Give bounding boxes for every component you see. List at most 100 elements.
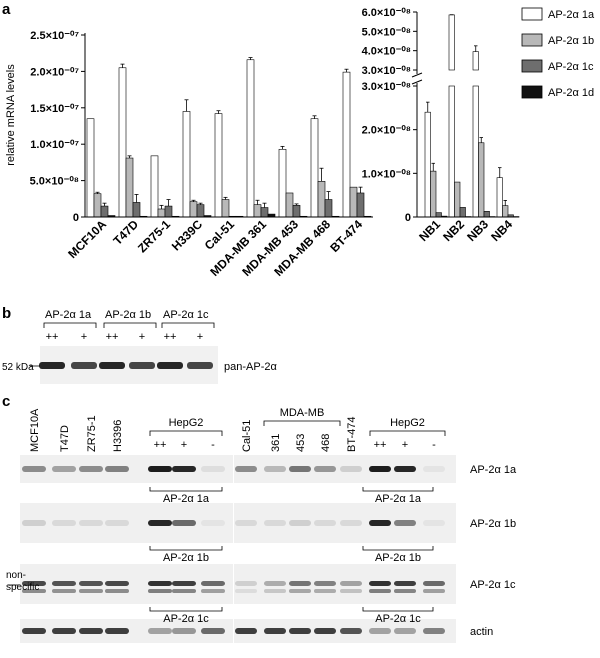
protein-band xyxy=(340,581,362,586)
y-axis-label: relative mRNA levels xyxy=(5,64,17,166)
axis-break-mark xyxy=(411,72,423,78)
sublabel: AP-2α 1c xyxy=(163,613,209,625)
bar xyxy=(292,205,301,218)
bar xyxy=(502,205,509,218)
sublabel: AP-2α 1b xyxy=(375,552,421,564)
protein-band xyxy=(99,362,125,369)
protein-band xyxy=(314,589,336,593)
protein-band xyxy=(52,466,76,472)
bar xyxy=(196,204,205,218)
bar xyxy=(285,192,294,218)
lane-label: + xyxy=(197,331,203,343)
mda-group-label: MDA-MB xyxy=(280,407,325,419)
lane-label: + xyxy=(139,331,145,343)
bar xyxy=(246,59,255,218)
protein-band xyxy=(264,589,286,593)
lane-label: ++ xyxy=(106,331,119,343)
protein-band xyxy=(289,466,311,472)
protein-band xyxy=(235,628,257,634)
x-tick-label: ZR75-1 xyxy=(135,217,173,255)
hepg2-bracket xyxy=(149,430,223,436)
sublabel: AP-2α 1a xyxy=(163,493,210,505)
row-label: actin xyxy=(470,626,493,638)
bars xyxy=(86,57,372,218)
protein-band xyxy=(369,581,391,586)
protein-band xyxy=(264,628,286,634)
bar xyxy=(125,157,134,218)
protein-band xyxy=(423,520,445,526)
blot-strip xyxy=(234,564,456,604)
protein-band xyxy=(148,628,172,634)
protein-band xyxy=(423,466,445,472)
x-tick-label: MCF10A xyxy=(65,217,109,261)
lane-label: MCF10A xyxy=(29,408,41,452)
hepg2-bracket xyxy=(369,430,446,436)
bar xyxy=(483,211,490,218)
blot-group-label: AP-2α 1a xyxy=(45,309,92,321)
lane-label: T47D xyxy=(59,425,71,452)
protein-band xyxy=(264,581,286,586)
protein-band xyxy=(340,520,362,526)
y-tick-label: 2.5×10⁻⁰⁷ xyxy=(30,30,79,42)
legend-label: AP-2α 1b xyxy=(548,35,594,47)
protein-band xyxy=(79,589,103,593)
bar xyxy=(430,170,437,218)
legend-label: AP-2α 1c xyxy=(548,61,594,73)
bar xyxy=(342,71,351,218)
protein-band xyxy=(314,466,336,472)
y-tick-label: 2.0×10⁻⁰⁸ xyxy=(362,125,411,137)
bar xyxy=(100,205,109,218)
bar xyxy=(356,192,365,218)
antibody-label: pan-AP-2α xyxy=(224,361,277,373)
row-label: AP-2α 1c xyxy=(470,579,516,591)
protein-band xyxy=(235,581,257,586)
axis-break-mark xyxy=(411,79,423,85)
protein-band xyxy=(340,466,362,472)
lane-label: ++ xyxy=(164,331,177,343)
lane-label: + xyxy=(81,331,87,343)
protein-band xyxy=(22,628,46,634)
panel-label-a: a xyxy=(2,1,11,18)
bar-upper xyxy=(472,51,479,71)
bar xyxy=(278,148,287,218)
blot-strip xyxy=(20,503,233,543)
protein-band xyxy=(22,520,46,526)
protein-band xyxy=(201,589,225,593)
bar xyxy=(164,205,173,218)
protein-band xyxy=(394,589,416,593)
blot-strip xyxy=(234,455,456,483)
lane-label: ZR75-1 xyxy=(86,415,98,452)
sublabel-bracket xyxy=(362,487,434,492)
protein-band xyxy=(22,466,46,472)
blot-group-bracket xyxy=(103,322,157,328)
blot-strip xyxy=(234,503,456,543)
bar xyxy=(260,207,269,218)
protein-band xyxy=(289,589,311,593)
bar xyxy=(93,193,102,218)
lane-label: ++ xyxy=(374,439,387,451)
protein-band xyxy=(340,589,362,593)
sublabel-bracket xyxy=(362,607,434,612)
lane-label: + xyxy=(402,439,408,451)
lane-label: Cal-51 xyxy=(241,420,253,452)
legend-swatch xyxy=(521,7,543,21)
y-tick-label: 3.0×10⁻⁰⁸ xyxy=(362,65,411,77)
y-tick-label: 0 xyxy=(405,212,411,224)
bar xyxy=(496,177,503,218)
protein-band xyxy=(172,589,196,593)
row-label: AP-2α 1a xyxy=(470,464,517,476)
protein-band xyxy=(314,581,336,586)
protein-band xyxy=(264,466,286,472)
sublabel: AP-2α 1b xyxy=(163,552,209,564)
bar-lower xyxy=(472,85,479,218)
protein-band xyxy=(235,466,257,472)
bar xyxy=(324,199,333,218)
protein-band xyxy=(201,628,225,634)
bar xyxy=(459,207,466,218)
x-tick-label: BT-474 xyxy=(327,217,365,255)
protein-band xyxy=(314,520,336,526)
blot-group-bracket xyxy=(43,322,97,328)
bar xyxy=(478,142,485,218)
